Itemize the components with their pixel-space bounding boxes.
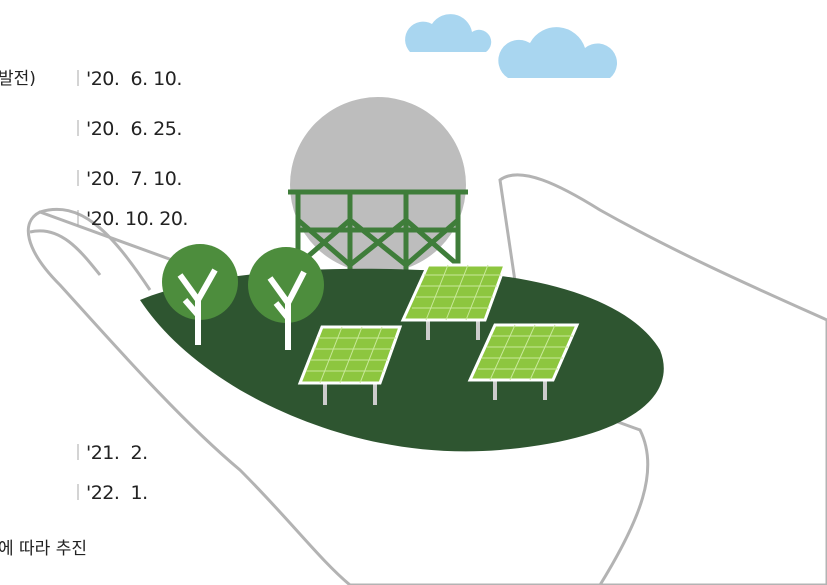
trees	[162, 244, 324, 350]
date: '20. 10. 20.	[86, 208, 188, 230]
date-list: '20. 6. 10. '20. 6. 25. '20. 7. 10. '20. 10…	[86, 68, 188, 504]
date: '21. 2.	[86, 442, 148, 464]
solar-panels	[297, 263, 580, 405]
clouds	[405, 14, 618, 78]
date: '20. 6. 10.	[86, 68, 182, 90]
date: '22. 1.	[86, 482, 148, 504]
text-fragment: 발전)	[0, 69, 36, 89]
date: '20. 6. 25.	[86, 118, 182, 140]
date: '20. 7. 10.	[86, 168, 182, 190]
text-fragment: 에 따라 추진	[0, 539, 87, 559]
